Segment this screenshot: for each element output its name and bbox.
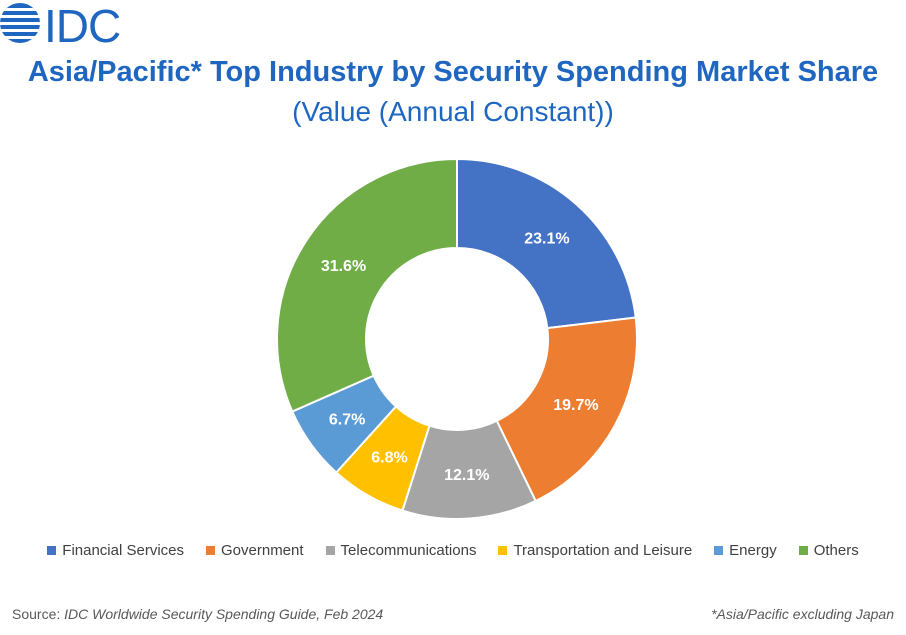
data-label-government: 19.7% [553, 397, 598, 414]
legend-label: Transportation and Leisure [513, 542, 693, 559]
data-label-financial-services: 23.1% [524, 231, 569, 248]
chart-legend: Financial Services Government Telecommunic… [0, 542, 906, 559]
data-label-others: 31.6% [321, 258, 366, 275]
data-label-telecommunications: 12.1% [444, 467, 489, 484]
data-label-transportation-and-leisure: 6.8% [371, 449, 407, 466]
chart-title: Asia/Pacific* Top Industry by Security S… [27, 56, 879, 88]
globe-icon [0, 3, 40, 43]
source-prefix: Source: [12, 606, 65, 622]
legend-label: Energy [729, 542, 777, 559]
idc-logo-text: IDC [44, 0, 120, 48]
legend-swatch [47, 546, 57, 555]
legend-label: Government [221, 542, 304, 559]
donut-slice-financial-services [456, 157, 637, 330]
legend-item-telecommunications: Telecommunications [325, 542, 477, 559]
legend-swatch [498, 546, 508, 555]
source-note: Source: IDC Worldwide Security Spending … [12, 606, 383, 622]
legend-item-energy: Energy [714, 542, 777, 559]
chart-subtitle: (Value (Annual Constant)) [292, 96, 614, 127]
donut-slice-government [495, 316, 638, 503]
footnote: *Asia/Pacific excluding Japan [711, 606, 894, 622]
legend-item-transportation-and-leisure: Transportation and Leisure [498, 542, 692, 559]
source-text: IDC Worldwide Security Spending Guide, F… [64, 606, 384, 622]
legend-label: Financial Services [62, 542, 184, 559]
idc-logo: IDC [0, 0, 121, 48]
legend-item-government: Government [206, 542, 304, 559]
legend-swatch [206, 546, 215, 555]
legend-item-others: Others [798, 542, 859, 559]
data-label-energy: 6.7% [329, 411, 365, 428]
legend-label: Telecommunications [340, 542, 477, 559]
legend-label: Others [813, 542, 859, 559]
legend-swatch [714, 546, 724, 555]
legend-item-financial-services: Financial Services [47, 542, 184, 559]
donut-slice-others [276, 157, 458, 413]
legend-swatch [325, 546, 335, 555]
legend-swatch [798, 546, 808, 555]
